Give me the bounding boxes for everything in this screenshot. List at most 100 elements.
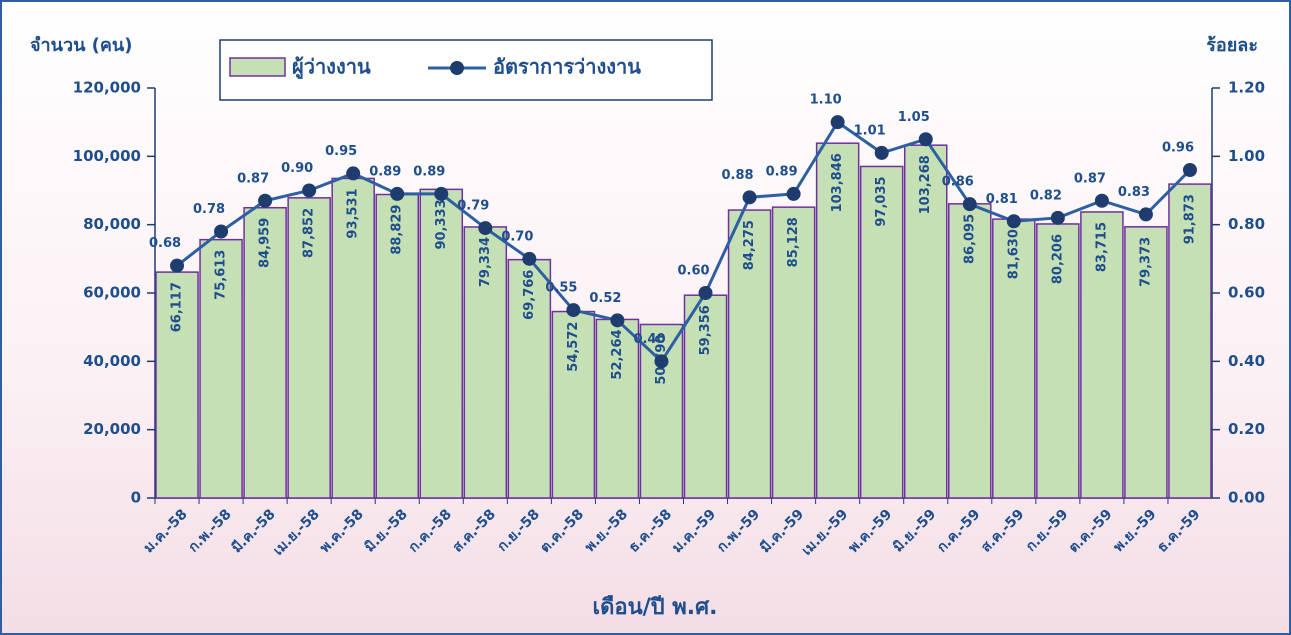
bar-value-label: 69,766	[522, 270, 537, 320]
line-marker	[962, 197, 977, 212]
y-tick-label: 20,000	[83, 420, 141, 438]
y2-tick-label: 0.00	[1228, 489, 1265, 507]
bar	[419, 188, 464, 499]
line-marker	[522, 251, 537, 266]
line-value-label: 0.68	[149, 236, 181, 251]
line-marker	[742, 190, 757, 205]
bar-value-label: 85,128	[786, 217, 801, 267]
line-marker	[566, 303, 581, 318]
line-value-label: 0.82	[1030, 188, 1062, 203]
bar-value-label: 75,613	[214, 250, 229, 300]
legend-label: ผู้ว่างงาน	[292, 55, 371, 81]
line-marker	[654, 354, 669, 369]
line-value-label: 0.78	[193, 202, 225, 217]
line-value-label: 0.55	[545, 281, 577, 296]
line-value-label: 1.01	[854, 123, 886, 138]
bar	[1036, 223, 1080, 499]
y2-tick-label: 0.80	[1228, 215, 1265, 233]
line-value-label: 0.89	[766, 164, 798, 179]
bar	[639, 323, 684, 499]
line-marker	[478, 221, 493, 236]
bar-value-label: 84,275	[742, 220, 757, 270]
bar	[771, 206, 816, 499]
line	[176, 120, 1192, 364]
bar-value-label: 54,572	[566, 322, 581, 372]
bar-value-label: 93,531	[346, 188, 361, 238]
line-marker	[830, 115, 845, 130]
line-marker	[302, 183, 317, 198]
line-marker	[874, 145, 889, 160]
line-value-label: 0.83	[1118, 185, 1150, 200]
y-tick-label: 80,000	[83, 215, 141, 233]
y-tick-label: 120,000	[73, 79, 141, 97]
y-tick-label: 0	[131, 489, 141, 507]
line-value-label: 0.79	[457, 199, 489, 214]
line-marker	[698, 286, 713, 300]
y-axis-title: จำนวน (คน)	[30, 35, 132, 56]
bar	[331, 177, 375, 499]
line-value-label: 0.88	[722, 168, 754, 183]
bar-value-label: 83,715	[1094, 222, 1109, 272]
bar-value-label: 90,333	[434, 199, 449, 249]
bar	[992, 218, 1036, 499]
x-axis-title: เดือน/ปี พ.ศ.	[593, 595, 718, 620]
line-value-label: 1.05	[898, 110, 930, 125]
line-marker	[346, 166, 361, 181]
bar	[1080, 211, 1124, 499]
bar	[683, 294, 728, 499]
line-value-label: 0.81	[986, 192, 1018, 207]
bar	[1168, 183, 1212, 499]
line-marker	[214, 224, 229, 239]
bar-value-label: 103,268	[918, 155, 933, 214]
bar-value-label: 79,373	[1138, 237, 1153, 287]
line-marker	[258, 193, 273, 208]
line-value-label: 0.40	[633, 332, 665, 347]
bar-value-label: 103,846	[830, 153, 845, 212]
bar-value-label: 81,630	[1006, 229, 1021, 279]
line-marker	[1050, 210, 1065, 225]
y2-axis-title: ร้อยละ	[1206, 35, 1258, 56]
bar-value-label: 87,852	[302, 208, 317, 258]
legend-marker	[450, 61, 464, 75]
bar-value-label: 79,334	[478, 237, 493, 287]
line-value-label: 0.52	[589, 291, 621, 306]
bar-value-label: 66,117	[170, 282, 185, 332]
line-value-label: 0.87	[237, 171, 269, 186]
legend	[219, 39, 713, 101]
y2-tick-label: 1.00	[1228, 147, 1265, 165]
line-marker	[918, 132, 933, 147]
bar	[199, 238, 243, 499]
bar	[1124, 226, 1168, 499]
y2-tick-label: 0.60	[1228, 284, 1265, 302]
bar	[155, 271, 199, 499]
line-marker	[434, 186, 449, 201]
bar	[507, 258, 552, 499]
bar	[287, 197, 331, 499]
bar-value-label: 59,356	[698, 305, 713, 355]
line-marker	[1138, 207, 1153, 222]
legend-swatch	[229, 57, 286, 77]
line-marker	[1182, 163, 1197, 177]
y2-tick-label: 0.20	[1228, 420, 1265, 438]
line-value-label: 0.95	[325, 144, 357, 159]
line-value-label: 0.70	[501, 229, 533, 244]
y2-tick-label: 1.20	[1228, 79, 1265, 97]
line-value-label: 0.87	[1074, 171, 1106, 186]
line-marker	[786, 186, 801, 201]
line-value-label: 1.10	[810, 93, 842, 108]
bar-value-label: 80,206	[1050, 234, 1065, 284]
line-value-label: 0.96	[1162, 141, 1194, 156]
bar	[243, 206, 287, 499]
bar	[595, 318, 640, 499]
line-value-label: 0.89	[369, 164, 401, 179]
bar	[903, 144, 948, 499]
line-marker	[610, 313, 625, 328]
line-value-label: 0.90	[281, 161, 313, 176]
line-marker	[1006, 214, 1021, 229]
bar	[727, 209, 772, 499]
bar-value-label: 88,829	[390, 205, 405, 255]
y-tick-label: 60,000	[83, 284, 141, 302]
bar-value-label: 86,095	[962, 214, 977, 264]
legend-label: อัตราการว่างงาน	[493, 55, 641, 79]
